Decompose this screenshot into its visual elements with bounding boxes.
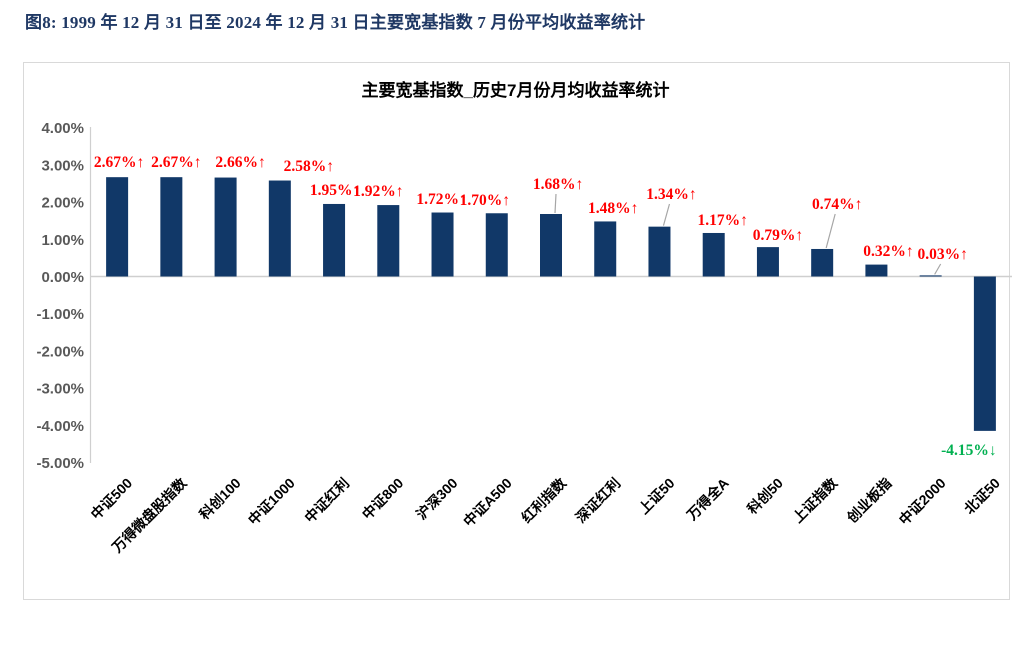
bar [377, 205, 400, 277]
bar [268, 180, 291, 277]
category-label: 中证2000 [896, 475, 949, 528]
bar [323, 203, 346, 277]
bar [865, 264, 888, 277]
bar [160, 177, 183, 277]
category-label: 中证1000 [245, 475, 298, 528]
chart-frame [23, 62, 1010, 600]
category-label: 沪深300 [413, 475, 461, 523]
bar [811, 248, 834, 277]
bar [431, 212, 454, 277]
value-label: 1.48%↑ [588, 200, 638, 217]
value-label: 0.79%↑ [753, 227, 803, 244]
value-label: 0.32%↑ [863, 243, 913, 260]
chart-title: 主要宽基指数_历史7月份月均收益率统计 [361, 81, 670, 100]
y-tick-label: -5.00% [36, 455, 84, 472]
category-label: 中证红利 [301, 475, 352, 526]
y-tick-label: 4.00% [41, 120, 84, 137]
category-label: 科创50 [744, 475, 786, 517]
value-label: 1.34%↑ [646, 186, 696, 203]
value-label: 0.03%↑ [917, 246, 967, 263]
value-label: 2.67%↑ [151, 154, 201, 171]
y-tick-label: -4.00% [36, 418, 84, 435]
value-label: 2.67%↑ [94, 154, 144, 171]
label-leader-line [825, 213, 836, 249]
category-label: 创业板指 [843, 475, 895, 527]
label-leader-line [662, 203, 671, 226]
bar [540, 214, 562, 277]
value-label: 0.74%↑ [812, 196, 862, 213]
category-label: 万得全A [683, 475, 732, 524]
y-tick-label: 1.00% [41, 232, 84, 249]
bar [594, 221, 617, 277]
bar [214, 177, 237, 277]
y-tick-label: 0.00% [41, 269, 84, 286]
value-label: 1.95%↑ [310, 182, 360, 199]
bar [702, 232, 725, 277]
value-label: -4.15%↓ [941, 442, 997, 459]
category-label: 上证指数 [789, 474, 841, 526]
category-label: 红利指数 [518, 474, 570, 526]
value-label: 1.17%↑ [698, 212, 748, 229]
value-label: 1.72%↑ [416, 191, 466, 208]
bar [485, 213, 508, 277]
y-tick-label: -3.00% [36, 381, 84, 398]
category-label: 中证500 [88, 475, 136, 523]
value-label: 1.70%↑ [460, 192, 510, 209]
value-label: 1.92%↑ [353, 183, 403, 200]
category-label: 上证50 [635, 475, 677, 517]
bar [106, 177, 129, 277]
bar [756, 247, 779, 277]
value-label: 2.66%↑ [215, 154, 265, 171]
category-label: 深证红利 [572, 475, 623, 526]
y-tick-label: 3.00% [41, 157, 84, 174]
bar [919, 275, 942, 277]
label-leader-line [934, 263, 942, 275]
y-tick-label: 2.00% [41, 195, 84, 212]
value-label: 1.68%↑ [533, 176, 583, 193]
bar [648, 226, 671, 277]
figure-caption: 图8: 1999 年 12 月 31 日至 2024 年 12 月 31 日主要… [25, 13, 646, 32]
value-label: 2.58%↑ [284, 158, 334, 175]
y-tick-label: -2.00% [36, 343, 84, 360]
category-label: 中证A500 [460, 475, 515, 530]
category-label: 科创100 [196, 475, 244, 523]
bar [973, 276, 996, 431]
label-leader-line [554, 193, 557, 214]
category-label: 北证50 [961, 475, 1003, 517]
y-tick-label: -1.00% [36, 306, 84, 323]
category-label: 中证800 [359, 475, 407, 523]
